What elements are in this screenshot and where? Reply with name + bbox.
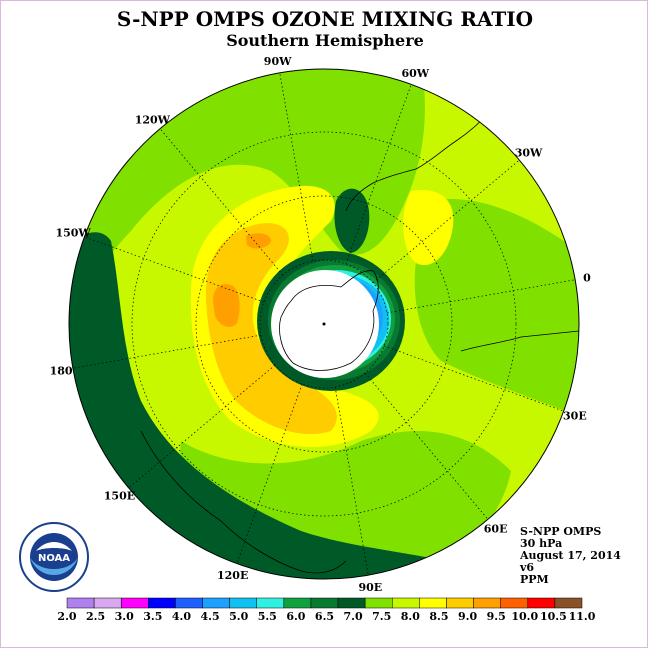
colorbar-swatch	[527, 597, 556, 609]
colorbar-swatch	[120, 597, 149, 609]
colorbar-swatch	[256, 597, 285, 609]
south-pole-marker	[322, 322, 326, 326]
page-subtitle: Southern Hemisphere	[226, 31, 424, 50]
colorbar-tick-label: 5.5	[258, 610, 277, 623]
info-units: PPM	[520, 573, 549, 586]
colorbar-swatch	[175, 597, 203, 609]
info-level: 30 hPa	[520, 537, 563, 550]
longitude-label: 0	[583, 272, 591, 285]
colorbar-swatch	[148, 597, 176, 609]
contour-9-0-core	[206, 223, 337, 435]
longitude-label: 150E	[104, 490, 135, 503]
page-title: S-NPP OMPS OZONE MIXING RATIO	[116, 7, 534, 31]
latitude-circles	[131, 131, 517, 517]
info-block: S-NPP OMPS 30 hPa August 17, 2014 v6 PPM	[520, 526, 621, 586]
longitude-label: 60E	[484, 523, 508, 536]
colorbar-tick-label: 6.5	[315, 610, 334, 623]
info-instrument: S-NPP OMPS	[520, 525, 602, 538]
colorbar-tick-label: 4.0	[172, 610, 191, 623]
colorbar-tick-label: 6.0	[286, 610, 305, 623]
longitude-label: 90W	[264, 55, 292, 68]
antarctica-coastline	[279, 270, 379, 371]
noaa-logo: NOAA	[19, 522, 89, 592]
longitude-labels: 90W 60W 30W 0 30E 60E 90E 120E 150E 180 150W 120W	[50, 55, 592, 594]
colorbar-swatch	[202, 597, 230, 609]
south-america-coastline	[345, 110, 492, 212]
contour-7-0-pacific	[69, 232, 481, 579]
colorbar-tick-label: 7.0	[344, 610, 363, 623]
australia-coastline	[140, 430, 347, 574]
colorbar-swatch	[229, 597, 257, 609]
colorbar-tick-label: 8.0	[401, 610, 420, 623]
colorbar-tick-label: 11.0	[569, 610, 596, 623]
contour-7-5-east	[414, 199, 579, 421]
colorbar-tick-label: 4.5	[200, 610, 219, 623]
info-date: August 17, 2014	[520, 549, 621, 562]
colorbar-swatch	[93, 597, 122, 609]
colorbar-swatch	[392, 597, 420, 609]
colorbar-swatch	[283, 597, 312, 609]
colorbar-swatches	[66, 597, 583, 609]
colorbar-tick-label: 2.0	[57, 610, 76, 623]
colorbar-tick-label: 7.5	[372, 610, 391, 623]
longitude-label: 120W	[135, 113, 171, 126]
colorbar-tick-label: 2.5	[86, 610, 105, 623]
colorbar-swatch	[337, 597, 366, 609]
colorbar-swatch	[310, 597, 339, 609]
colorbar-tick-labels: 2.0 2.5 3.0 3.5 4.0 4.5 5.0 5.5 6.0 6.5 7.0 7.5 8.0 8…	[57, 610, 595, 623]
colorbar-tick-label: 8.5	[429, 610, 448, 623]
longitude-label: 30W	[515, 146, 543, 159]
logo-wordmark: NOAA	[38, 553, 70, 564]
longitude-label: 120E	[217, 569, 248, 582]
longitude-label: 90E	[359, 581, 383, 594]
colorbar-swatch	[554, 597, 583, 609]
contour-7-0-peninsula	[334, 188, 370, 253]
longitude-label: 60W	[401, 67, 429, 80]
colorbar-tick-label: 9.5	[487, 610, 506, 623]
info-version: v6	[520, 561, 535, 574]
colorbar-swatch	[364, 597, 393, 609]
colorbar-tick-label: 3.0	[115, 610, 134, 623]
colorbar-tick-label: 10.0	[511, 610, 538, 623]
longitude-label: 180	[50, 364, 73, 377]
contour-9-5-core	[213, 284, 240, 327]
colorbar-swatch	[419, 597, 447, 609]
colorbar-swatch	[500, 597, 529, 609]
colorbar-tick-label: 9.0	[458, 610, 477, 623]
colorbar-swatch	[446, 597, 474, 609]
longitude-label: 30E	[563, 409, 587, 422]
africa-coastline	[460, 330, 579, 352]
contour-9-5-small	[246, 233, 271, 249]
longitude-label: 150W	[55, 227, 91, 240]
map-boundary	[68, 68, 580, 580]
colorbar-swatch	[66, 597, 95, 609]
contour-8-5-atlantic	[403, 190, 454, 266]
colorbar-swatch	[473, 597, 501, 609]
colorbar-tick-label: 10.5	[540, 610, 567, 623]
colorbar-tick-label: 3.5	[143, 610, 162, 623]
colorbar-tick-label: 5.0	[229, 610, 248, 623]
